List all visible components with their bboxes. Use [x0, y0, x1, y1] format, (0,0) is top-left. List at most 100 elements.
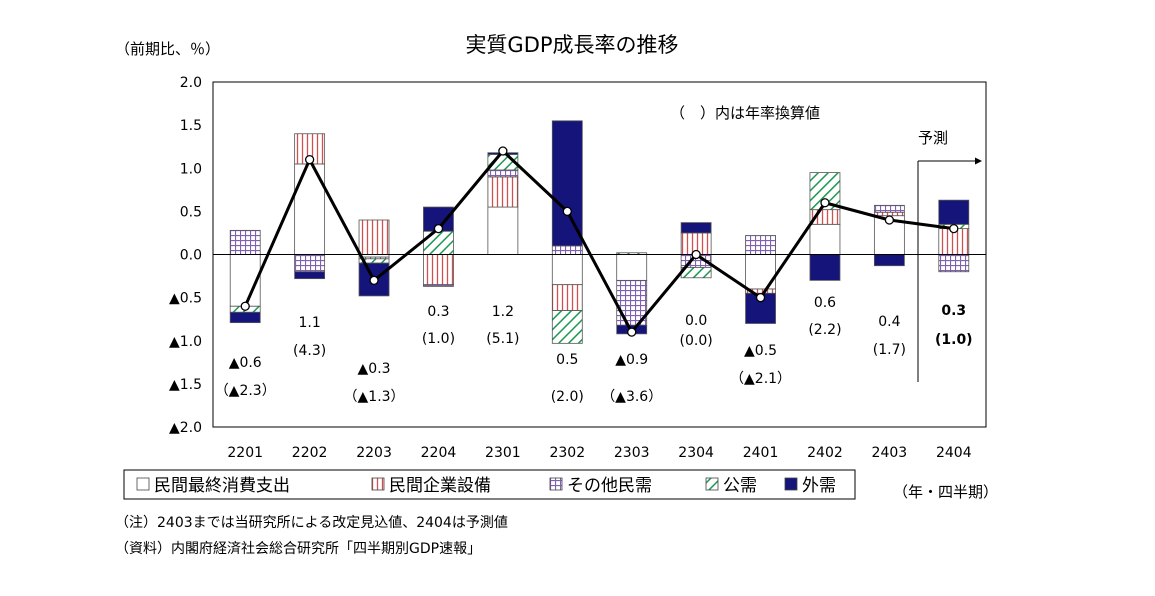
annual-rate-label: (1.0)	[422, 331, 455, 347]
source-line: （資料）内閣府経済社会総合研究所「四半期別GDP速報」	[115, 541, 481, 557]
bar-segment	[809, 254, 841, 281]
gdp-growth-line	[243, 149, 954, 334]
bar-segment	[938, 254, 970, 273]
annual-rate-label: (5.1)	[486, 331, 519, 347]
x-tick-label: 2304	[678, 445, 714, 461]
bar-segment	[616, 254, 648, 281]
value-label: ▲0.6	[229, 355, 262, 371]
bar-segment	[358, 219, 390, 255]
bar-segment	[873, 211, 905, 217]
bar-segment	[745, 235, 776, 255]
y-tick-label: ▲0.5	[169, 291, 202, 307]
y-unit-label: （前期比、％）	[115, 40, 220, 58]
annual-rate-label: (1.7)	[873, 342, 906, 358]
x-tick-label: 2201	[227, 445, 263, 461]
bars-layer	[229, 120, 970, 344]
forecast-label: 予測	[918, 129, 948, 147]
x-tick-label: 2203	[356, 445, 392, 461]
annual-rate-label: (0.0)	[680, 333, 713, 349]
legend-label: その他民需	[567, 476, 652, 496]
gdp-point	[884, 215, 895, 225]
legend-label: 公需	[723, 476, 757, 496]
value-label: 1.1	[298, 315, 320, 331]
gdp-point	[949, 223, 959, 234]
legend-swatch	[705, 477, 719, 491]
value-labels: ▲0.6 （▲2.3） 1.1 (4.3) ▲0.3 （▲1.3） 0.3 (1.0) 1.2 (…	[215, 295, 973, 405]
x-tick-label: 2202	[292, 445, 328, 461]
bar-segment	[680, 222, 712, 234]
bar-segment	[294, 254, 326, 273]
value-label: ▲0.9	[615, 352, 648, 368]
bar-segment	[487, 169, 519, 178]
bar-segment	[423, 230, 454, 255]
x-tick-label: 2401	[743, 445, 779, 461]
gdp-line-layer	[240, 146, 959, 337]
note-line: （注）2403までは当研究所による改定見込値、2404は予測値	[115, 515, 508, 531]
legend: 民間最終消費支出 民間企業設備 その他民需 公需 外需	[136, 476, 836, 496]
annual-rate-label: （▲2.1）	[730, 371, 791, 387]
bar-segment	[487, 176, 519, 208]
value-label: 0.5	[556, 352, 578, 368]
bar-segment	[551, 284, 583, 311]
value-label: 1.2	[492, 304, 514, 320]
y-axis: 2.0 1.5 1.0 0.5 0.0 ▲0.5 ▲1.0 ▲1.5 ▲2.0	[169, 75, 202, 436]
y-tick-label: 1.5	[180, 118, 202, 134]
legend-label: 民間最終消費支出	[154, 476, 290, 496]
bar-segment	[551, 120, 583, 247]
x-tick-label: 2302	[549, 445, 585, 461]
annual-rate-label: （▲1.3）	[344, 389, 405, 405]
gdp-point	[304, 154, 315, 165]
bar-segment	[294, 271, 326, 280]
bar-segment	[423, 284, 454, 287]
annual-rate-label: （▲3.6）	[601, 389, 662, 405]
x-tick-label: 2404	[936, 445, 972, 461]
x-tick-label: 2403	[872, 445, 908, 461]
annual-rate-note: （ ）内は年率換算値	[670, 104, 820, 122]
gdp-point	[240, 301, 250, 311]
y-tick-label: 0.5	[180, 204, 202, 220]
value-label: 0.6	[814, 295, 836, 311]
x-axis: 2201 2202 2203 2204 2301 2302 2303 2304 2401 2402…	[227, 445, 971, 461]
y-tick-label: ▲2.0	[169, 420, 202, 436]
gdp-point	[627, 327, 637, 337]
annual-rate-label: (4.3)	[293, 343, 326, 359]
legend-swatch	[371, 477, 385, 491]
legend-box	[123, 469, 856, 500]
legend-swatch	[784, 477, 798, 491]
x-tick-label: 2402	[807, 445, 843, 461]
gdp-point	[498, 146, 508, 156]
legend-label: 外需	[802, 476, 836, 496]
bar-segment	[487, 206, 519, 255]
x-tick-label: 2301	[485, 445, 521, 461]
legend-swatch	[549, 477, 563, 491]
y-tick-label: 1.0	[180, 161, 202, 177]
bar-segment	[423, 254, 454, 286]
x-tick-label: 2204	[421, 445, 457, 461]
gdp-point	[562, 206, 572, 217]
gdp-point	[369, 275, 379, 286]
y-tick-label: 0.0	[180, 248, 202, 264]
value-label: ▲0.3	[358, 361, 391, 377]
gdp-point	[820, 198, 830, 208]
bar-segment	[229, 311, 261, 324]
bar-segment	[551, 254, 583, 286]
legend-swatch	[136, 477, 150, 491]
bar-segment	[938, 199, 970, 225]
annual-rate-label: （▲2.3）	[215, 383, 276, 399]
forecast-marker: 予測	[917, 129, 982, 382]
y-tick-label: ▲1.5	[169, 377, 202, 393]
value-label: ▲0.5	[744, 343, 777, 359]
bar-segment	[229, 229, 261, 255]
annual-rate-label: (2.0)	[551, 389, 584, 405]
x-tick-label: 2303	[614, 445, 650, 461]
bar-segment	[358, 262, 390, 297]
bar-segment	[873, 204, 905, 213]
annual-rate-label: (1.0)	[935, 332, 973, 348]
value-label: 0.0	[685, 313, 707, 329]
bar-segment	[551, 245, 583, 255]
x-unit-label: （年・四半期）	[893, 483, 998, 501]
value-label: 0.3	[427, 304, 449, 320]
gdp-point	[433, 223, 444, 234]
value-label: 0.3	[941, 303, 966, 319]
